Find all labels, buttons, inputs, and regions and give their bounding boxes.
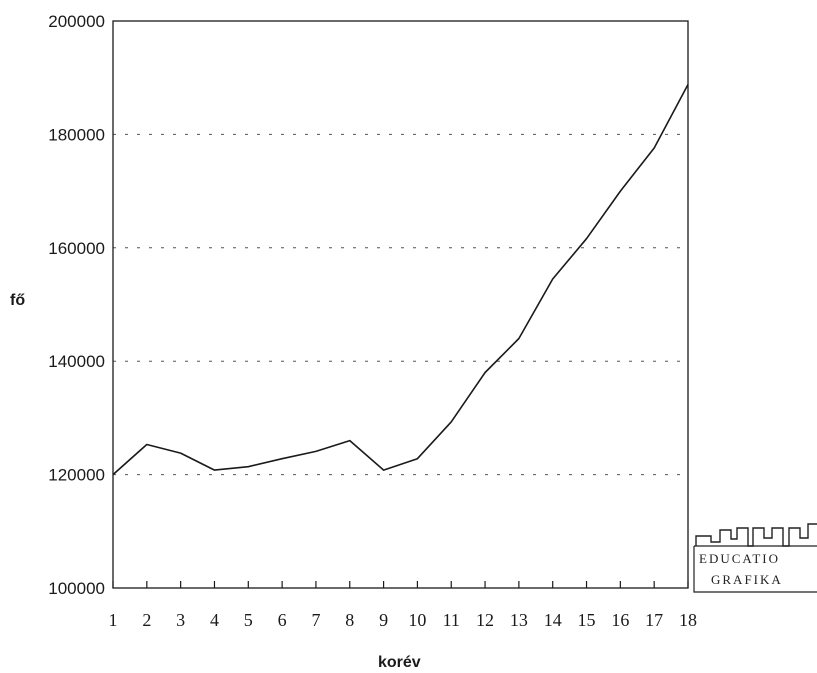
x-tick-label: 15 — [578, 610, 596, 630]
y-tick-label: 120000 — [48, 466, 105, 485]
x-tick-label: 17 — [645, 610, 663, 630]
x-tick-labels: 1 2 3 4 5 6 7 8 9 10 11 12 13 14 15 16 17 18 — [109, 610, 698, 630]
x-tick-label: 13 — [510, 610, 528, 630]
y-tick-label: 180000 — [48, 125, 105, 144]
x-tick-label: 3 — [176, 610, 185, 630]
logo-line2: GRAFIKA — [711, 572, 783, 587]
educatio-logo: EDUCATIO GRAFIKA — [693, 523, 817, 593]
x-tick-label: 9 — [379, 610, 388, 630]
y-tick-labels: 100000 120000 140000 160000 180000 200000 — [48, 12, 105, 598]
x-tick-label: 1 — [109, 610, 118, 630]
x-tick-label: 7 — [311, 610, 320, 630]
x-tick-label: 11 — [443, 610, 460, 630]
x-tick-marks — [112, 581, 689, 588]
x-tick-label: 12 — [476, 610, 494, 630]
logo-frame — [693, 545, 817, 593]
x-tick-label: 5 — [244, 610, 253, 630]
x-tick-label: 8 — [345, 610, 354, 630]
y-axis-label: fő — [10, 292, 25, 309]
series-line — [112, 84, 689, 476]
x-tick-label: 18 — [679, 610, 697, 630]
x-tick-label: 14 — [544, 610, 562, 630]
plot-frame — [112, 20, 689, 589]
logo-line1: EDUCATIO — [699, 551, 780, 566]
logo-skyline — [695, 523, 817, 547]
x-axis-label: korév — [378, 654, 421, 671]
x-tick-label: 2 — [142, 610, 151, 630]
x-tick-label: 4 — [210, 610, 219, 630]
x-tick-label: 16 — [611, 610, 629, 630]
y-tick-label: 200000 — [48, 12, 105, 31]
gridlines — [113, 133, 688, 476]
x-tick-label: 6 — [278, 610, 287, 630]
y-tick-label: 100000 — [48, 579, 105, 598]
x-tick-label: 10 — [408, 610, 426, 630]
y-tick-label: 160000 — [48, 239, 105, 258]
y-tick-label: 140000 — [48, 352, 105, 371]
